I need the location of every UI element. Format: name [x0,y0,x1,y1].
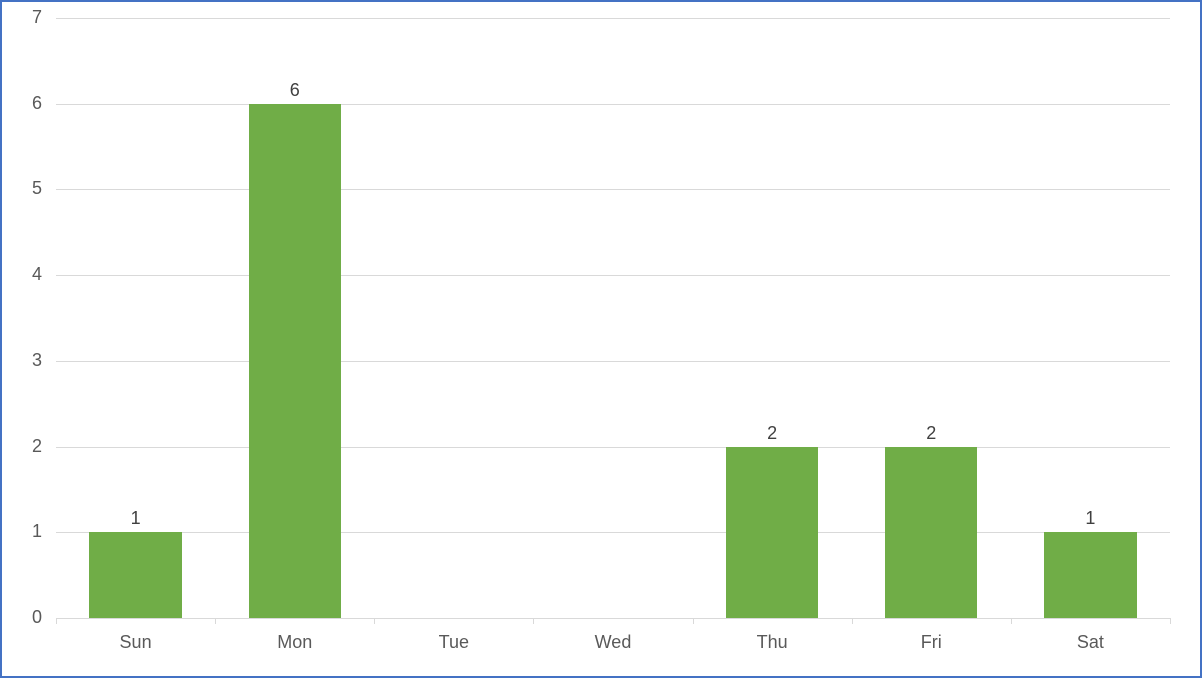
x-tick-label: Fri [852,632,1011,653]
x-tick-mark [852,618,853,624]
x-tick-label: Sun [56,632,215,653]
gridline [56,18,1170,19]
x-tick-mark [215,618,216,624]
gridline [56,447,1170,448]
bar-value-label: 1 [56,508,215,529]
x-tick-mark [1011,618,1012,624]
y-tick-label: 5 [2,178,42,199]
bar [89,532,181,618]
bar-value-label: 2 [852,423,1011,444]
gridline [56,104,1170,105]
y-tick-label: 6 [2,93,42,114]
bar-value-label: 6 [215,80,374,101]
x-tick-label: Mon [215,632,374,653]
bar-value-label: 2 [693,423,852,444]
x-tick-mark [533,618,534,624]
x-tick-label: Thu [693,632,852,653]
plot-area: 012345671Sun6MonTueWed2Thu2Fri1Sat [56,18,1170,618]
x-tick-mark [374,618,375,624]
gridline [56,189,1170,190]
y-tick-label: 2 [2,436,42,457]
y-tick-label: 4 [2,264,42,285]
bar-value-label: 1 [1011,508,1170,529]
gridline [56,532,1170,533]
x-axis-line [56,618,1170,619]
bar [249,104,341,618]
y-tick-label: 1 [2,521,42,542]
x-tick-mark [693,618,694,624]
x-tick-label: Tue [374,632,533,653]
bar [726,447,818,618]
bar [885,447,977,618]
bar-chart: 0 1 2 3 4 5 6 7 1 Sun 6 MonTueWed 2 Thu 2 Fri 1 Sat [0,0,1202,678]
y-tick-label: 3 [2,350,42,371]
x-tick-label: Wed [533,632,692,653]
x-tick-label: Sat [1011,632,1170,653]
x-tick-mark [56,618,57,624]
bar [1044,532,1136,618]
gridline [56,275,1170,276]
x-tick-mark [1170,618,1171,624]
gridline [56,361,1170,362]
y-tick-label: 0 [2,607,42,628]
y-tick-label: 7 [2,7,42,28]
